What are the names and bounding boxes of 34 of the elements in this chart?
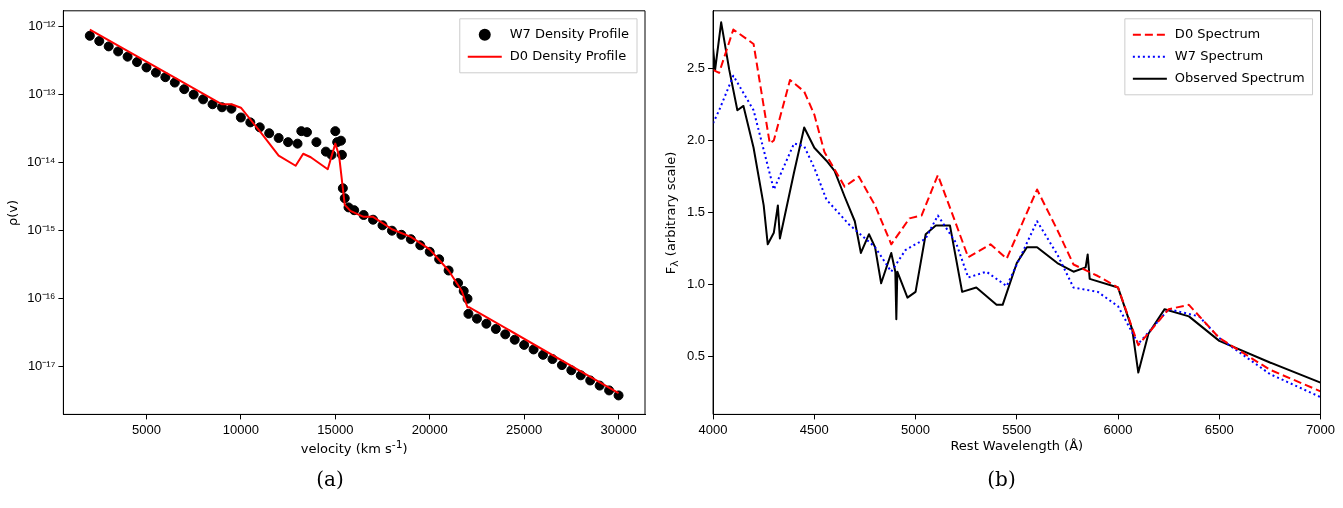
text: (a) <box>315 467 345 491</box>
x-tick-label: 20000 <box>411 421 448 437</box>
x-tick-label: 7000 <box>1306 421 1335 437</box>
x-axis-title: Rest Wavelength (Å) <box>950 438 1084 454</box>
y-tick-label: 10⁻¹² <box>28 18 57 34</box>
y-tick-label: 10⁻¹⁶ <box>27 290 56 306</box>
y-tick-label: 10⁻¹⁷ <box>27 358 56 374</box>
y-tick-label: 10⁻¹⁵ <box>27 222 56 238</box>
x-tick-label: 10000 <box>222 421 259 437</box>
x-tick-label: 6500 <box>1204 421 1234 437</box>
x-tick-label: 30000 <box>600 421 637 437</box>
x-axis-title: velocity (km s$^{-1}$) <box>300 438 408 457</box>
y-tick-label: 1.0 <box>686 276 706 292</box>
legend-label: W7 Spectrum <box>1174 48 1264 64</box>
x-tick-label: 4000 <box>698 421 728 437</box>
y-tick-label: 1.5 <box>686 204 706 220</box>
x-tick-label: 5000 <box>132 421 161 437</box>
x-tick-label: 5000 <box>901 421 931 437</box>
y-tick-label: 2.0 <box>686 132 706 148</box>
legend-label: D0 Spectrum <box>1174 26 1261 42</box>
y-axis-title: ρ(v) <box>4 199 20 226</box>
legend-label: D0 Density Profile <box>509 48 627 64</box>
text: (b) <box>986 467 1017 491</box>
x-tick-label: 5500 <box>1002 421 1032 437</box>
y-tick-label: 0.5 <box>686 348 706 364</box>
x-tick-label: 6000 <box>1103 421 1133 437</box>
y-tick-label: 2.5 <box>686 60 706 76</box>
x-tick-label: 15000 <box>317 421 354 437</box>
x-tick-label: 25000 <box>506 421 543 437</box>
y-tick-label: 10⁻¹⁴ <box>27 154 56 170</box>
y-tick-label: 10⁻¹³ <box>28 86 57 102</box>
legend-label: W7 Density Profile <box>509 26 629 42</box>
legend-label: Observed Spectrum <box>1174 70 1305 86</box>
x-tick-label: 4500 <box>799 421 829 437</box>
